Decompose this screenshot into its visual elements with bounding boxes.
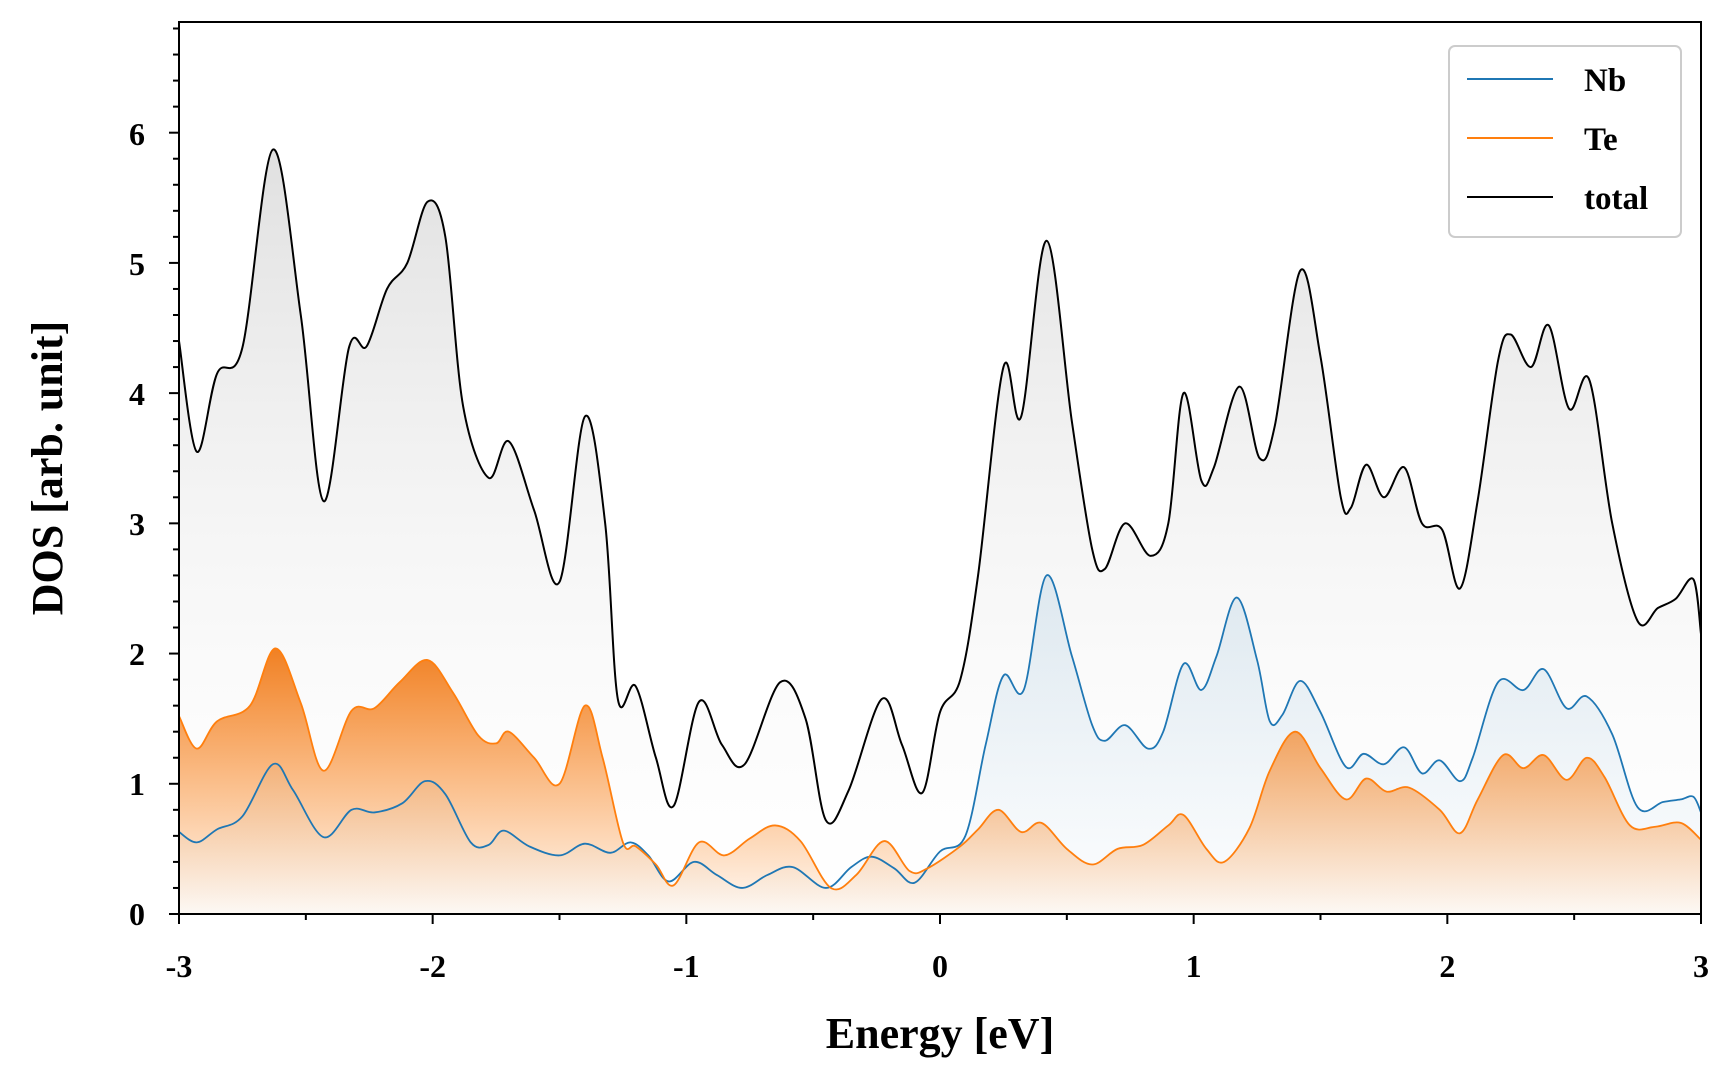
legend-label-nb: Nb (1584, 63, 1626, 99)
legend-label-total: total (1584, 181, 1648, 217)
x-tick-labels: -3 -2 -1 0 1 2 3 (166, 948, 1709, 984)
series-lines (179, 148, 1701, 891)
y-tick-label: 5 (129, 246, 145, 282)
y-tick-label: 6 (129, 116, 145, 152)
x-tick-label: 1 (1186, 948, 1202, 984)
axis-ticks (169, 27, 1702, 924)
y-tick-label: 3 (129, 506, 145, 542)
y-tick-label: 1 (129, 766, 145, 802)
x-tick-label: -2 (419, 948, 446, 984)
x-axis-title: Energy [eV] (826, 1009, 1055, 1058)
legend-box (1448, 45, 1682, 238)
legend-label-te: Te (1584, 122, 1618, 158)
y-tick-label: 0 (129, 896, 145, 932)
y-tick-label: 4 (129, 376, 145, 412)
area-te (179, 648, 1701, 914)
x-tick-label: 2 (1439, 948, 1455, 984)
x-tick-label: 3 (1693, 948, 1709, 984)
y-tick-label: 2 (129, 636, 145, 672)
y-tick-labels: 0 1 2 3 4 5 6 (129, 116, 145, 932)
series-line-nb (179, 574, 1701, 889)
legend: Nb Te total (1448, 45, 1682, 238)
x-tick-label: -3 (166, 948, 193, 984)
area-fills (179, 149, 1701, 914)
x-tick-label: -1 (673, 948, 700, 984)
y-axis-title: DOS [arb. unit] (23, 321, 72, 616)
series-line-te (179, 647, 1701, 891)
series-line-total (179, 148, 1701, 825)
x-tick-label: 0 (932, 948, 948, 984)
